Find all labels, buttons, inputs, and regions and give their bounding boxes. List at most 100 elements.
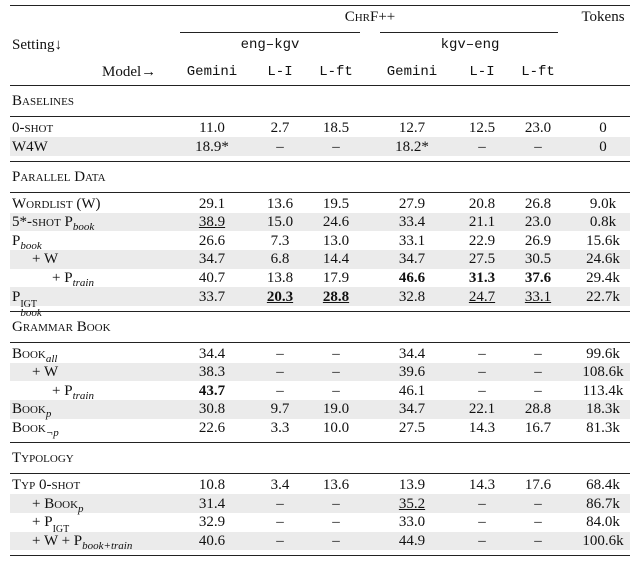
cell: 13.8: [266, 270, 294, 286]
cell: 32.9: [198, 514, 226, 531]
label-sub: p: [78, 502, 84, 515]
cell: –: [332, 138, 340, 155]
column-header: Gemini: [186, 64, 238, 80]
cell: 12.7: [398, 120, 426, 136]
cell: 13.0: [322, 232, 350, 249]
row-label: + W + Pbook+train: [32, 532, 132, 555]
cell: –: [478, 345, 486, 362]
cell: 33.0: [398, 514, 426, 531]
cell: 34.7: [198, 251, 226, 268]
cell: 26.6: [198, 232, 226, 249]
cell: –: [534, 382, 542, 399]
cell: 3.4: [270, 477, 290, 493]
cell: 18.5: [322, 120, 350, 136]
column-header: L-I: [469, 64, 495, 80]
label-main: Book: [12, 345, 46, 362]
row-shade: [10, 531, 630, 551]
row-shade: [10, 250, 630, 269]
cell: –: [534, 514, 542, 531]
label-sub: all: [45, 352, 58, 365]
column-header: Gemini: [386, 64, 438, 80]
direction: kgv–eng: [440, 37, 500, 53]
cell: 31.3: [468, 270, 496, 286]
cell: 108.6k: [582, 364, 624, 381]
cell: –: [332, 364, 340, 381]
cell: –: [534, 138, 542, 155]
label-main: Book: [12, 401, 46, 418]
cell: –: [534, 495, 542, 512]
cell: 13.9: [398, 477, 426, 493]
row-label: 5*-shot Pbook: [12, 213, 94, 236]
label-main: 0-shot: [12, 120, 54, 136]
cell: 22.9: [468, 232, 496, 249]
cell: 0: [599, 120, 607, 136]
cell: 33.1: [524, 288, 552, 305]
row-shade: [10, 212, 630, 232]
cell: 33.1: [398, 232, 426, 249]
cell: 18.3k: [586, 401, 620, 418]
label-sub: book: [20, 306, 42, 319]
cell: 3.3: [270, 420, 290, 436]
cell: –: [534, 364, 542, 381]
column-header: L-ft: [521, 64, 555, 80]
label-main: + P: [32, 514, 53, 531]
section-title: Grammar Book: [12, 318, 111, 335]
cell: 15.0: [266, 214, 294, 231]
cell: 30.8: [198, 401, 226, 418]
cell: 9.0k: [589, 195, 617, 212]
rule: [180, 32, 360, 33]
row-label: Pbook: [12, 232, 42, 255]
cell: 34.4: [398, 345, 426, 362]
cell: 32.8: [398, 288, 426, 305]
cell: 12.5: [468, 120, 496, 136]
label-main: + W: [32, 251, 59, 268]
cell: 43.7: [198, 382, 226, 399]
chrf-header: ChrF++: [344, 9, 396, 25]
label-main: P: [12, 288, 21, 305]
cell: 15.6k: [586, 232, 620, 249]
cell: 13.6: [322, 477, 350, 493]
cell: –: [276, 495, 284, 512]
cell: 86.7k: [586, 495, 620, 512]
cell: 10.0: [322, 420, 350, 436]
tokens-header: Tokens: [581, 9, 625, 25]
rule: [10, 554, 630, 556]
cell: 2.7: [270, 120, 290, 136]
cell: 24.6k: [586, 251, 620, 268]
label-main: 5*-shot P: [12, 214, 73, 231]
cell: 24.7: [468, 288, 496, 305]
cell: 18.2*: [395, 138, 429, 155]
cell: 38.3: [198, 364, 226, 381]
cell: 16.7: [524, 420, 552, 436]
cell: –: [276, 138, 284, 155]
cell: 40.6: [198, 532, 226, 549]
rule: [10, 5, 630, 6]
rule: [10, 442, 630, 443]
rule: [10, 85, 630, 86]
cell: –: [332, 345, 340, 362]
cell: 46.1: [398, 382, 426, 399]
cell: 84.0k: [586, 514, 620, 531]
cell: 13.6: [266, 195, 294, 212]
label-main: Book: [12, 420, 46, 436]
cell: 28.8: [524, 401, 552, 418]
cell: 7.3: [270, 232, 290, 249]
cell: 22.7k: [586, 288, 620, 305]
cell: 29.4k: [586, 270, 620, 286]
cell: –: [478, 514, 486, 531]
cell: 28.8: [322, 288, 350, 305]
cell: 27.9: [398, 195, 426, 212]
cell: 27.5: [398, 420, 426, 436]
model-header: Model→: [102, 64, 157, 80]
cell: –: [534, 532, 542, 549]
cell: 17.6: [524, 477, 552, 493]
label-main: P: [12, 232, 21, 249]
rule: [10, 310, 630, 312]
cell: 40.7: [198, 270, 226, 286]
cell: 34.7: [398, 401, 426, 418]
cell: 20.8: [468, 195, 496, 212]
rule: [380, 32, 558, 33]
cell: 19.0: [322, 401, 350, 418]
section-title: Typology: [12, 450, 74, 466]
